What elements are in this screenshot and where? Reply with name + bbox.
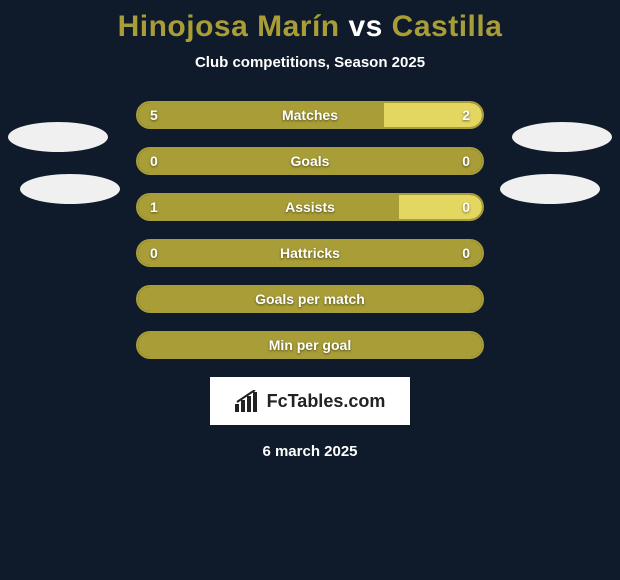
stat-bar: 52Matches — [136, 101, 484, 129]
date-text: 6 march 2025 — [0, 443, 620, 460]
stat-bar: 00Hattricks — [136, 239, 484, 267]
bar-label: Goals — [138, 149, 482, 173]
subtitle: Club competitions, Season 2025 — [0, 54, 620, 71]
title-player1: Hinojosa Marín — [118, 10, 340, 43]
stat-bar: Goals per match — [136, 285, 484, 313]
logo-box[interactable]: FcTables.com — [210, 377, 410, 425]
player-avatar-placeholder — [8, 122, 108, 152]
bars-container: 52Matches 00Goals 10Assists 00Hattricks Goal… — [136, 101, 484, 359]
bar-label: Assists — [138, 195, 482, 219]
title-vs: vs — [340, 10, 392, 43]
player-avatar-placeholder — [20, 174, 120, 204]
bar-label: Matches — [138, 103, 482, 127]
bar-label: Min per goal — [138, 333, 482, 357]
stat-bar: 00Goals — [136, 147, 484, 175]
bar-label: Goals per match — [138, 287, 482, 311]
stat-bar: 10Assists — [136, 193, 484, 221]
stat-bar: Min per goal — [136, 331, 484, 359]
title-player2: Castilla — [392, 10, 503, 43]
bar-label: Hattricks — [138, 241, 482, 265]
player-avatar-placeholder — [500, 174, 600, 204]
chart-icon — [235, 390, 261, 412]
page-title: Hinojosa Marín vs Castilla — [0, 10, 620, 44]
comparison-card: Hinojosa Marín vs Castilla Club competit… — [0, 0, 620, 460]
logo-text: FcTables.com — [267, 391, 386, 412]
player-avatar-placeholder — [512, 122, 612, 152]
